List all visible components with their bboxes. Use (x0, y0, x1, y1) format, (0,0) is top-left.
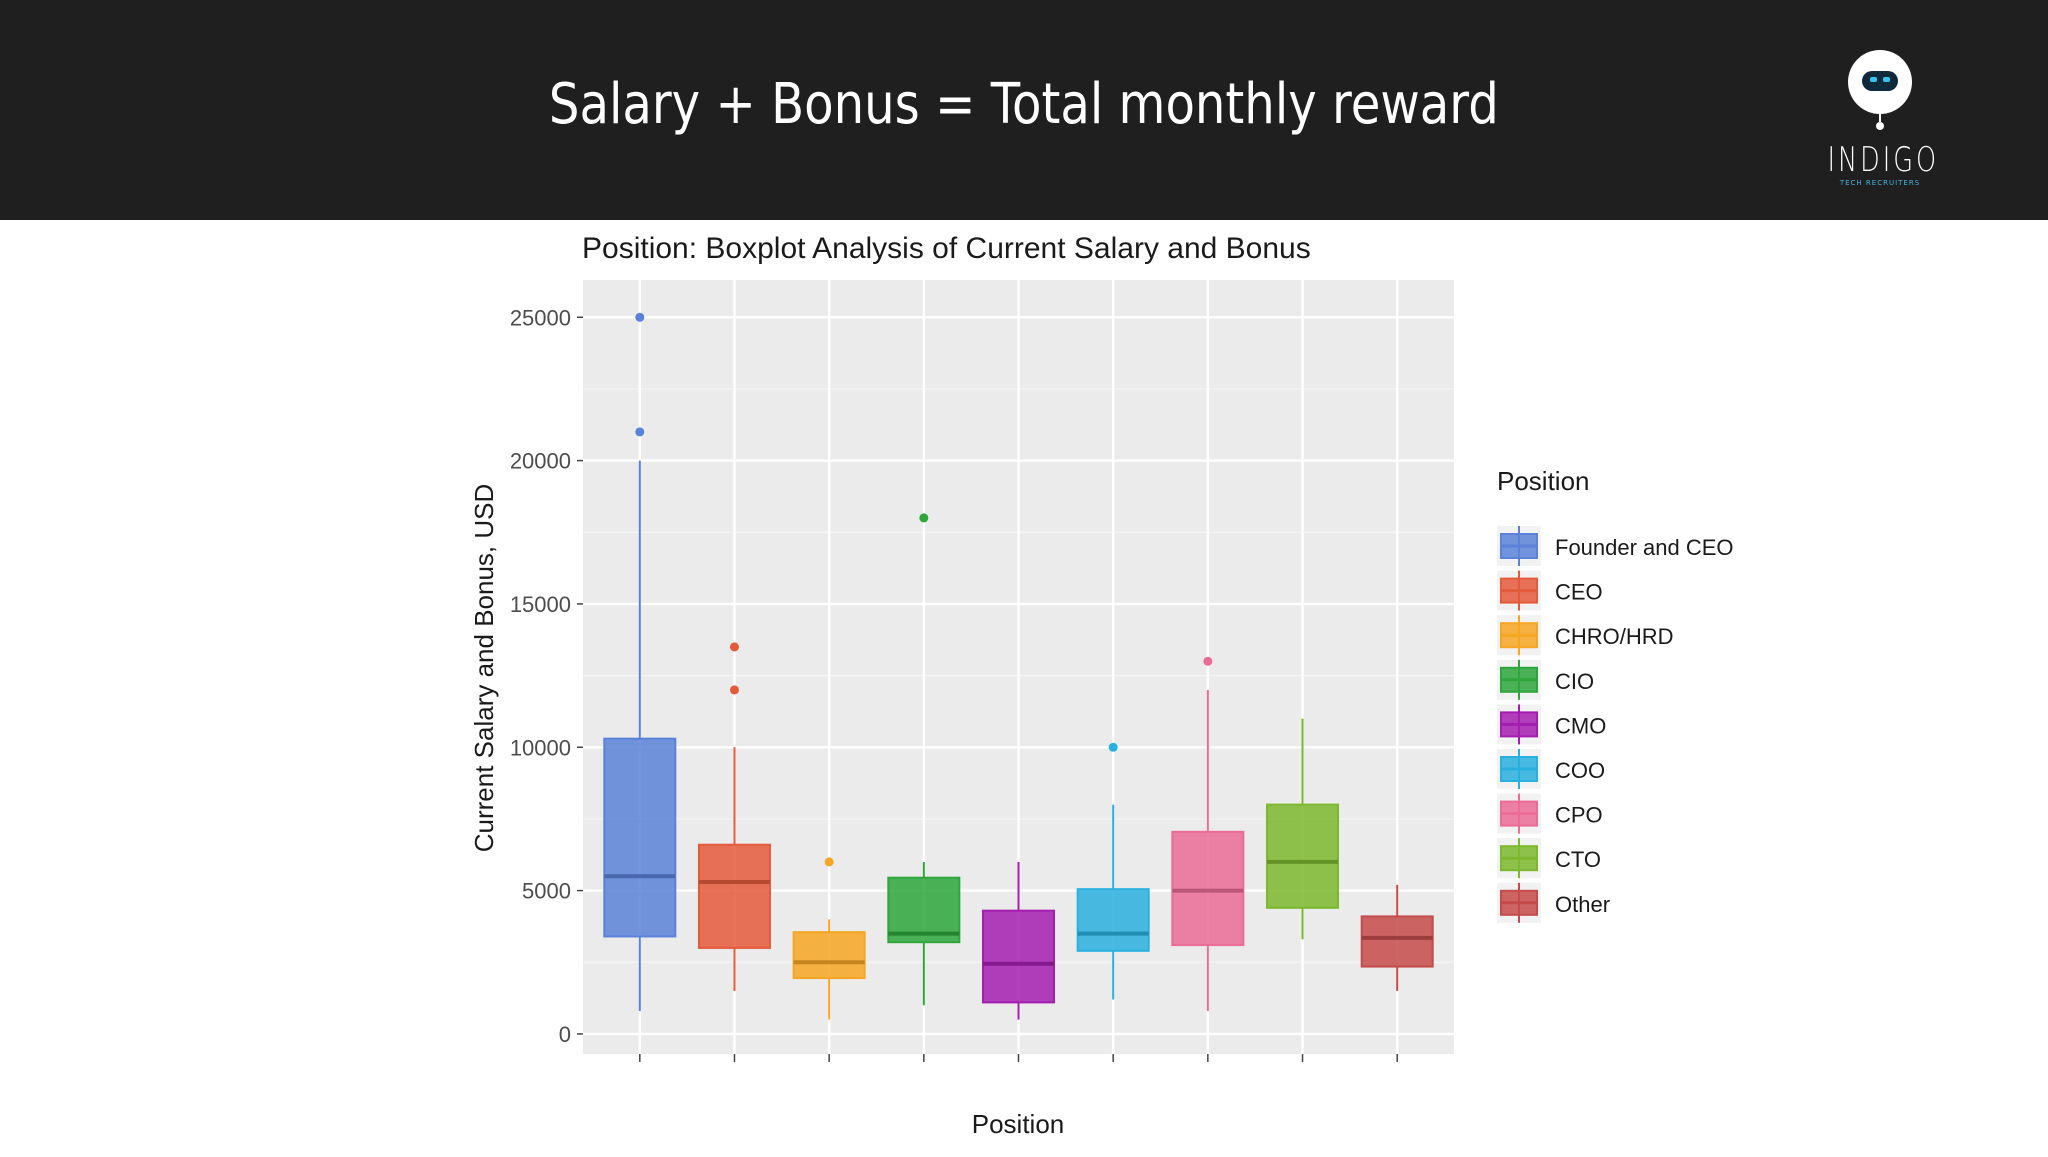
legend-item-cpo: CPO (1497, 793, 1603, 834)
outlier-point (919, 513, 929, 523)
outlier-point (729, 642, 739, 652)
robot-logo-icon (1848, 50, 1912, 130)
y-tick-label: 25000 (510, 305, 571, 330)
legend-item-chro-hrd: CHRO/HRD (1497, 615, 1674, 656)
box-other (1360, 884, 1434, 991)
x-axis-label: Position (972, 1109, 1065, 1139)
box-iqr (792, 931, 866, 980)
box-iqr (603, 737, 677, 938)
box-coo (1076, 742, 1150, 1000)
outlier-point (1203, 656, 1213, 666)
legend-item-other: Other (1497, 882, 1610, 923)
box-layer (603, 312, 1434, 1020)
axis-layer: 0 5000 10000 15000 20000 25000 (510, 305, 1398, 1062)
legend-label: CHRO/HRD (1555, 624, 1674, 649)
box-iqr (697, 843, 771, 949)
chart-title: Position: Boxplot Analysis of Current Sa… (582, 232, 1311, 265)
box-chro-hrd (792, 857, 866, 1020)
legend-label: CEO (1555, 580, 1603, 605)
box-ceo (697, 642, 771, 991)
legend-item-cmo: CMO (1497, 704, 1606, 745)
legend-title: Position (1497, 466, 1590, 496)
indigo-logo: INDIGO TECH RECRUITERS (1810, 44, 1950, 194)
box-iqr (1171, 830, 1245, 947)
logo-subtitle: TECH RECRUITERS (1839, 179, 1921, 187)
box-iqr (1076, 888, 1150, 952)
outlier-point (1108, 742, 1118, 752)
legend-item-cio: CIO (1497, 659, 1594, 700)
outlier-point (635, 427, 645, 437)
legend-item-cto: CTO (1497, 838, 1601, 879)
chart-area: Position: Boxplot Analysis of Current Sa… (0, 220, 2048, 1152)
legend-label: Founder and CEO (1555, 535, 1734, 560)
box-cio (887, 513, 961, 1006)
box-iqr (887, 876, 961, 944)
y-tick-label: 10000 (510, 735, 571, 760)
y-tick-label: 20000 (510, 449, 571, 474)
box-iqr (1360, 915, 1434, 968)
legend-item-founder-and-ceo: Founder and CEO (1497, 526, 1734, 566)
legend-label: CPO (1555, 803, 1603, 828)
y-tick-label: 15000 (510, 592, 571, 617)
outlier-point (635, 312, 645, 322)
outlier-point (824, 857, 834, 867)
legend-item-ceo: CEO (1497, 570, 1603, 611)
legend-item-coo: COO (1497, 749, 1605, 789)
slide-header: Salary + Bonus = Total monthly reward IN… (0, 0, 2048, 220)
box-iqr (981, 909, 1056, 1004)
y-tick-label: 5000 (522, 879, 571, 904)
legend-label: Other (1555, 892, 1610, 917)
legend: Position Founder and CEO CEO CHRO/HRD CIO CM… (1497, 466, 1734, 923)
legend-label: CTO (1555, 847, 1601, 872)
legend-label: CMO (1555, 713, 1606, 738)
logo-text: INDIGO (1827, 140, 1940, 180)
y-axis-label: Current Salary and Bonus, USD (469, 484, 499, 853)
y-tick-label: 0 (559, 1022, 571, 1047)
box-cto (1266, 718, 1340, 940)
boxplot-chart: Position: Boxplot Analysis of Current Sa… (469, 232, 1734, 1139)
box-iqr (1266, 803, 1340, 909)
box-cpo (1171, 656, 1245, 1011)
box-founder-and-ceo (603, 312, 677, 1011)
legend-label: CIO (1555, 669, 1594, 694)
legend-label: COO (1555, 758, 1605, 783)
box-cmo (981, 861, 1056, 1020)
outlier-point (729, 685, 739, 695)
slide-title: Salary + Bonus = Total monthly reward (548, 72, 1499, 137)
